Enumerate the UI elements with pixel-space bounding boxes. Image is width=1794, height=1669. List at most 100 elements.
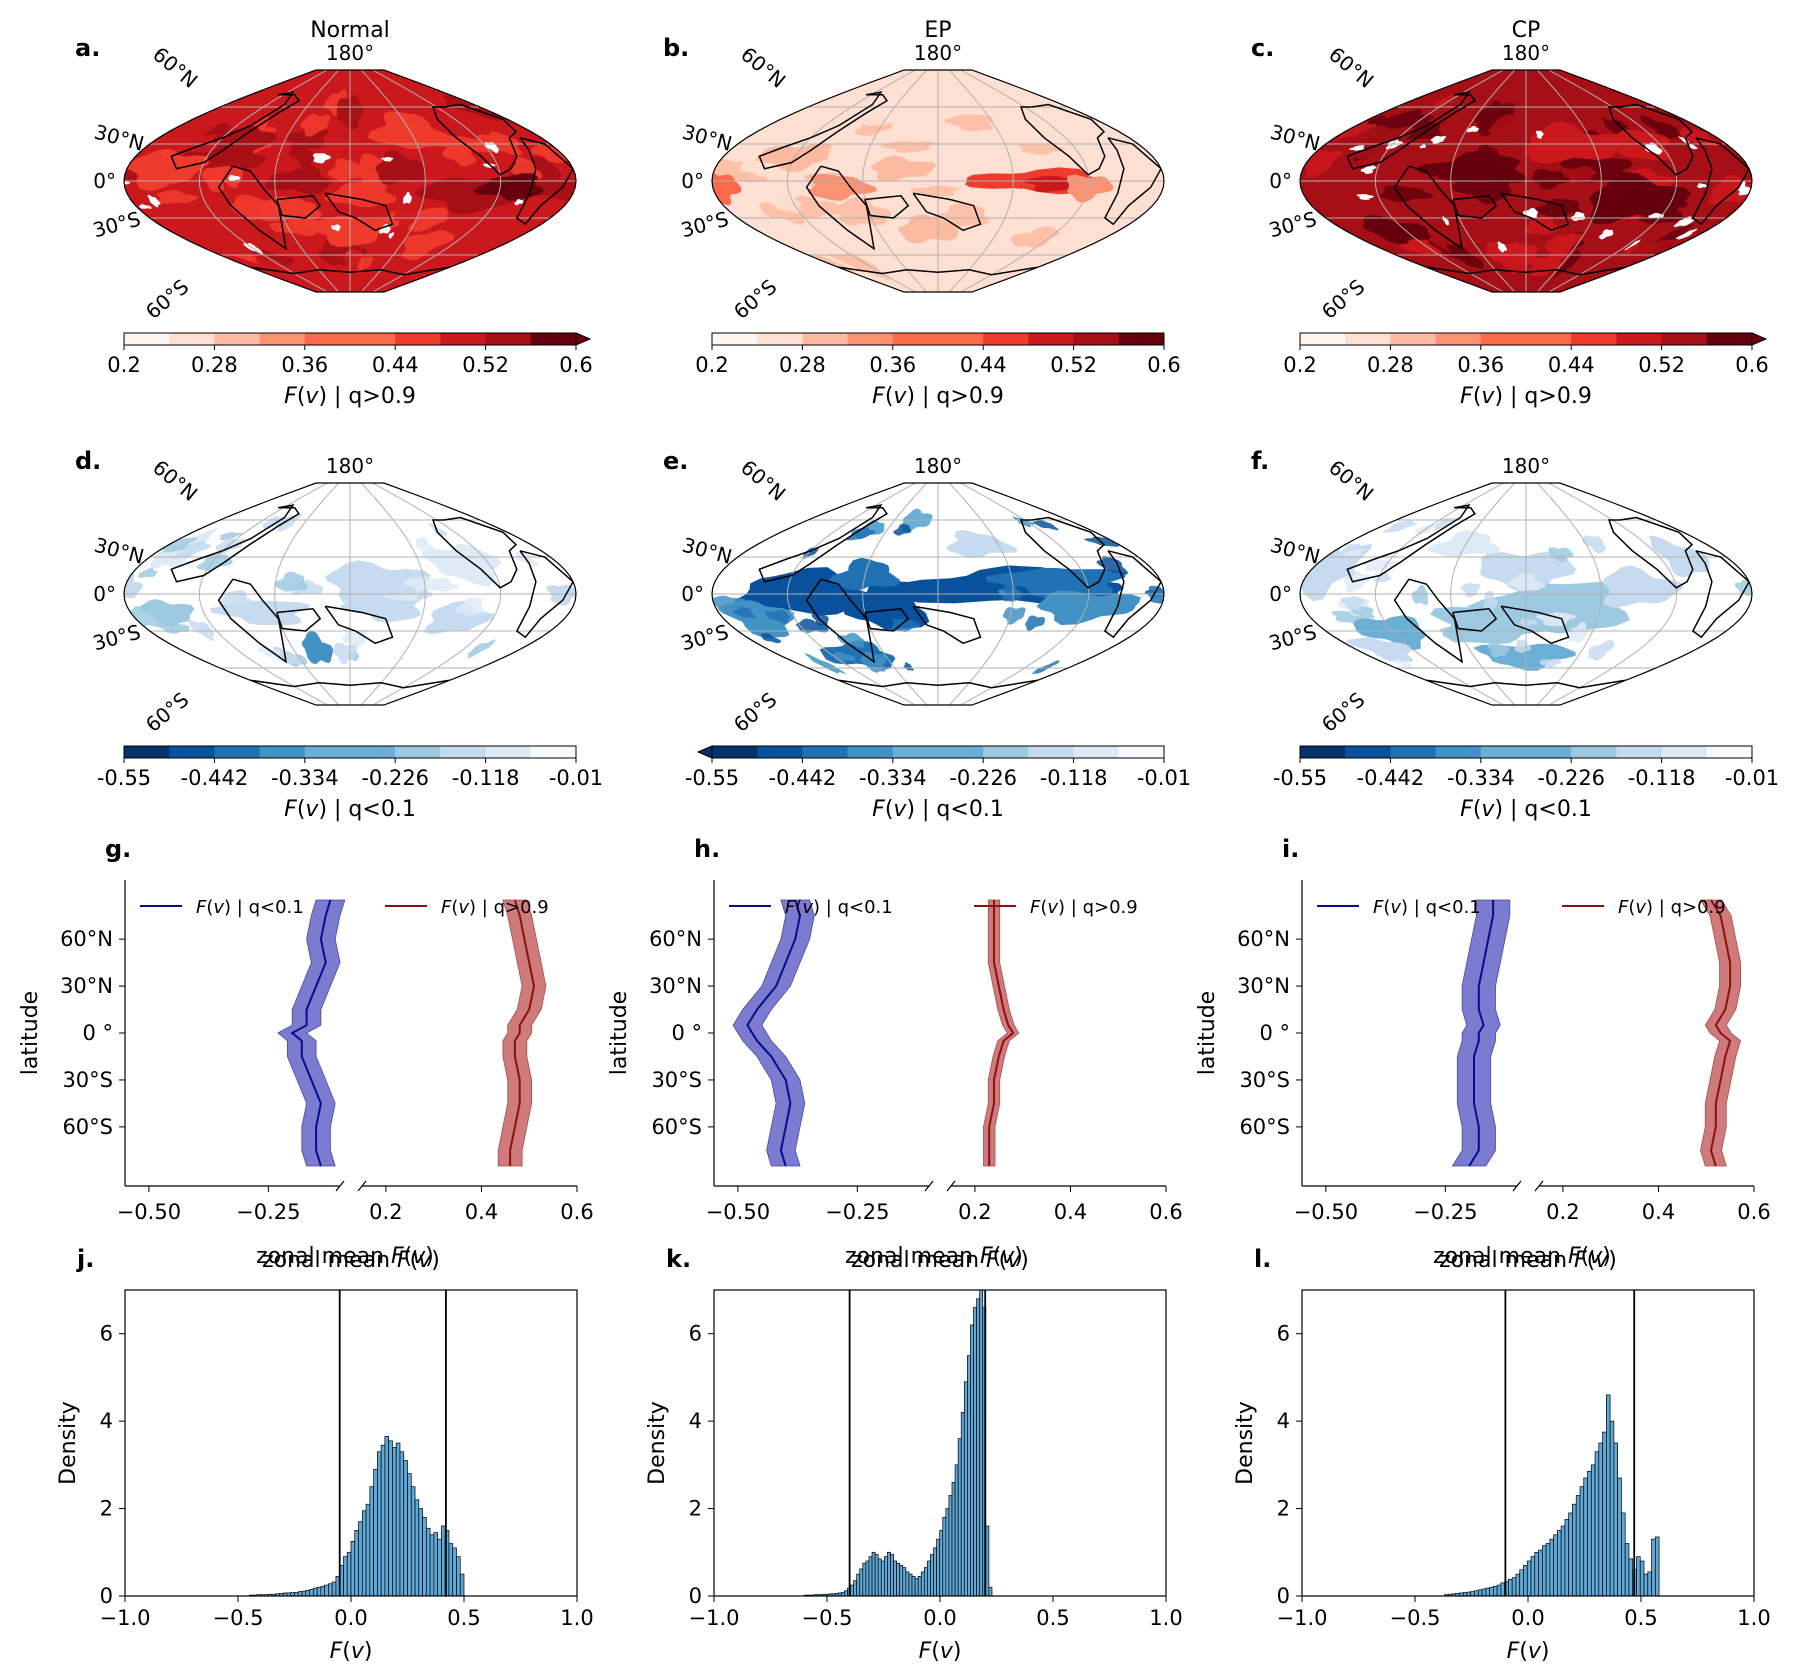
colorbar-segment (938, 333, 984, 345)
histogram-bar (954, 1464, 959, 1597)
colorbar-segment (1435, 333, 1482, 345)
map-cell (1382, 520, 1418, 533)
histogram-bar (856, 1573, 861, 1597)
colorbar-segment (1345, 333, 1391, 345)
coastline (1426, 266, 1626, 276)
histogram-bar (960, 1412, 965, 1597)
histogram-bar (957, 1438, 962, 1597)
map-cell (1031, 660, 1060, 675)
histogram-panels: j. zonal mean F(v) −1.0 −0.5 0.0 0.5 1.0 0 2 4 6 De… (56, 1245, 1771, 1664)
gridline-lon (198, 70, 328, 292)
histogram-bar (1545, 1543, 1551, 1597)
histogram-bar (324, 1584, 329, 1597)
lat-label: 30°N (92, 533, 147, 569)
histogram-bar (877, 1558, 882, 1597)
colorbar-tick-label: 0.44 (960, 353, 1007, 377)
coastline (1019, 103, 1106, 176)
lat-label: 30°N (680, 120, 735, 156)
colorbar-segment (1345, 746, 1391, 758)
map-missing (402, 191, 412, 204)
x-tick-label: −0.25 (236, 1200, 300, 1224)
colorbar-segment (1390, 333, 1437, 345)
gridline-lon (274, 70, 340, 292)
histogram-bar (320, 1586, 325, 1597)
y-tick-label: 6 (1277, 1322, 1290, 1346)
lat-label: 60°N (736, 42, 790, 93)
gridline-lon (862, 70, 928, 292)
colorbar: 0.2 0.28 0.36 0.44 0.52 0.6 F(v) | q>0.9 (107, 332, 593, 409)
map-cell (1340, 596, 1366, 611)
map-cell (174, 540, 211, 558)
gridline-lon (198, 483, 328, 705)
y-tick-label: 30°S (62, 1068, 113, 1092)
y-tick-label: 4 (1277, 1409, 1290, 1433)
map-region (1427, 530, 1501, 557)
histogram-bar (410, 1486, 416, 1597)
map-cell (860, 150, 886, 168)
map-cell (466, 639, 496, 659)
map-cell (1075, 138, 1140, 158)
histogram-bar (1508, 1579, 1513, 1597)
histogram-bar (844, 1590, 848, 1597)
map-missing (1349, 145, 1365, 151)
histogram-bar (459, 1573, 465, 1597)
map-cell (274, 571, 308, 592)
histogram-bar (441, 1525, 446, 1597)
map-missing (1497, 241, 1507, 253)
histogram-bar (1636, 1556, 1641, 1597)
lat-label: 60°S (141, 274, 193, 323)
map-cell (1640, 115, 1681, 140)
map-cell (862, 651, 887, 666)
series-band (983, 899, 1020, 1167)
coastline (1500, 605, 1570, 645)
x-tick-label: 0.6 (1737, 1200, 1770, 1224)
colorbar-segment (802, 746, 849, 758)
histogram-bar (1643, 1573, 1649, 1597)
axis-break (335, 1180, 345, 1192)
map-missing (1645, 142, 1663, 155)
histogram-bar (1572, 1503, 1577, 1597)
histogram-bar (917, 1575, 922, 1597)
histogram-bar (905, 1571, 910, 1597)
map-missing (514, 199, 524, 206)
colorbar-label: F(v) | q<0.1 (284, 797, 416, 822)
histogram-bar (403, 1460, 408, 1597)
y-axis-label: Density (56, 1401, 81, 1485)
map-region (897, 214, 959, 244)
histogram-bar (1605, 1394, 1611, 1597)
histogram-bar (1485, 1587, 1490, 1597)
map-missing (1430, 135, 1446, 145)
colorbar-segment (983, 746, 1029, 758)
coastline (1103, 137, 1163, 226)
map-region (985, 567, 1126, 598)
map-outline (123, 482, 577, 706)
histogram-bar (343, 1556, 348, 1597)
coastline (912, 605, 982, 645)
histogram-bar (309, 1589, 314, 1597)
colorbar-segment (847, 746, 894, 758)
map-region (473, 173, 545, 201)
colorbar-segment (395, 333, 441, 345)
map-region (301, 630, 334, 665)
lat-label: 60°N (1324, 455, 1378, 506)
histogram-bar (923, 1567, 928, 1597)
series-line (290, 899, 332, 1167)
series-line (509, 899, 536, 1166)
coastline (324, 192, 394, 232)
map-cell (1548, 547, 1574, 563)
map-cell (804, 653, 847, 674)
histogram-bar (1651, 1538, 1656, 1597)
map-cell (275, 650, 304, 665)
map-region (733, 567, 872, 616)
colorbar-segment (892, 333, 939, 345)
lat-label: 60°N (1324, 42, 1378, 93)
profile-panels: g. 60°N 30°N 0 ° 30°S 60°S latitude −0.50 −0.25 0… (18, 835, 1771, 1269)
y-tick-label: 0 ° (82, 1021, 113, 1045)
panel-letter: j. (76, 1245, 94, 1273)
histogram-bar (896, 1562, 901, 1597)
map-region (712, 171, 742, 206)
colorbar-segment (440, 746, 487, 758)
panel-title: EP (924, 18, 951, 43)
x-tick-label: 1.0 (1737, 1606, 1770, 1630)
histogram-bar (425, 1527, 431, 1597)
